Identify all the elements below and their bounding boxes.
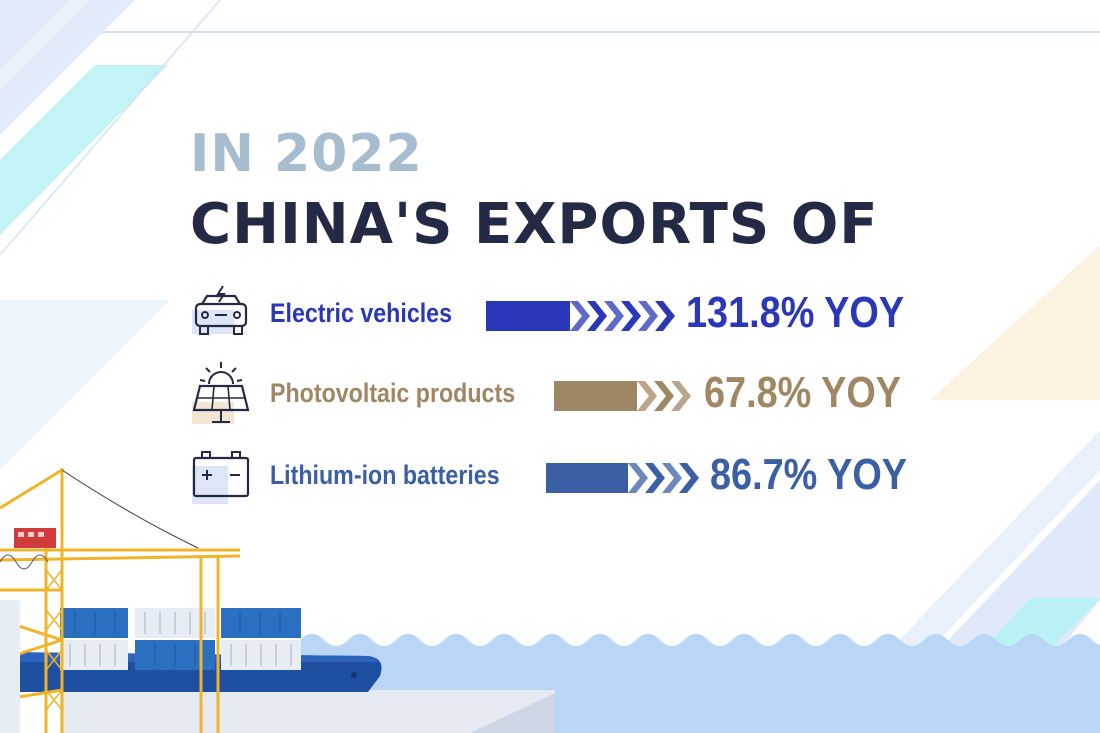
title-exports: CHINA'S EXPORTS OF <box>190 192 879 257</box>
bar-chevron <box>655 301 675 331</box>
solar-panel-icon <box>192 362 250 424</box>
label-lithium-ion-batteries: Lithium-ion batteries <box>270 460 500 490</box>
bar-body <box>486 301 570 331</box>
title-year: IN 2022 <box>190 124 423 184</box>
bar-chevron <box>587 301 607 331</box>
bar-chevron <box>628 463 648 493</box>
bar-chevron <box>570 301 590 331</box>
bar-chevron <box>662 463 682 493</box>
bar-chevron <box>637 381 657 411</box>
value-photovoltaic-products: 67.8% YOY <box>704 368 902 417</box>
bar-electric-vehicles <box>486 301 675 331</box>
electric-car-icon <box>192 285 248 335</box>
row-photovoltaic-products: Photovoltaic products 67.8% YOY <box>188 362 948 426</box>
bar-photovoltaic-products <box>554 381 691 411</box>
bar-chevron <box>671 381 691 411</box>
row-electric-vehicles: Electric vehicles 131.8% YOY <box>188 282 948 346</box>
label-electric-vehicles: Electric vehicles <box>270 298 453 328</box>
bar-chevron <box>621 301 641 331</box>
bar-chevron <box>654 381 674 411</box>
value-lithium-ion-batteries: 86.7% YOY <box>710 450 908 499</box>
label-photovoltaic-products: Photovoltaic products <box>270 378 516 408</box>
bar-chevron <box>638 301 658 331</box>
bar-body <box>546 463 628 493</box>
row-lithium-ion-batteries: Lithium-ion batteries 86.7% YOY <box>188 444 948 508</box>
bar-chevron <box>679 463 699 493</box>
bar-body <box>554 381 637 411</box>
value-electric-vehicles: 131.8% YOY <box>686 288 905 337</box>
battery-icon <box>192 451 250 504</box>
bar-chevron <box>645 463 665 493</box>
bar-chevron <box>604 301 624 331</box>
bar-lithium-ion-batteries <box>546 463 699 493</box>
